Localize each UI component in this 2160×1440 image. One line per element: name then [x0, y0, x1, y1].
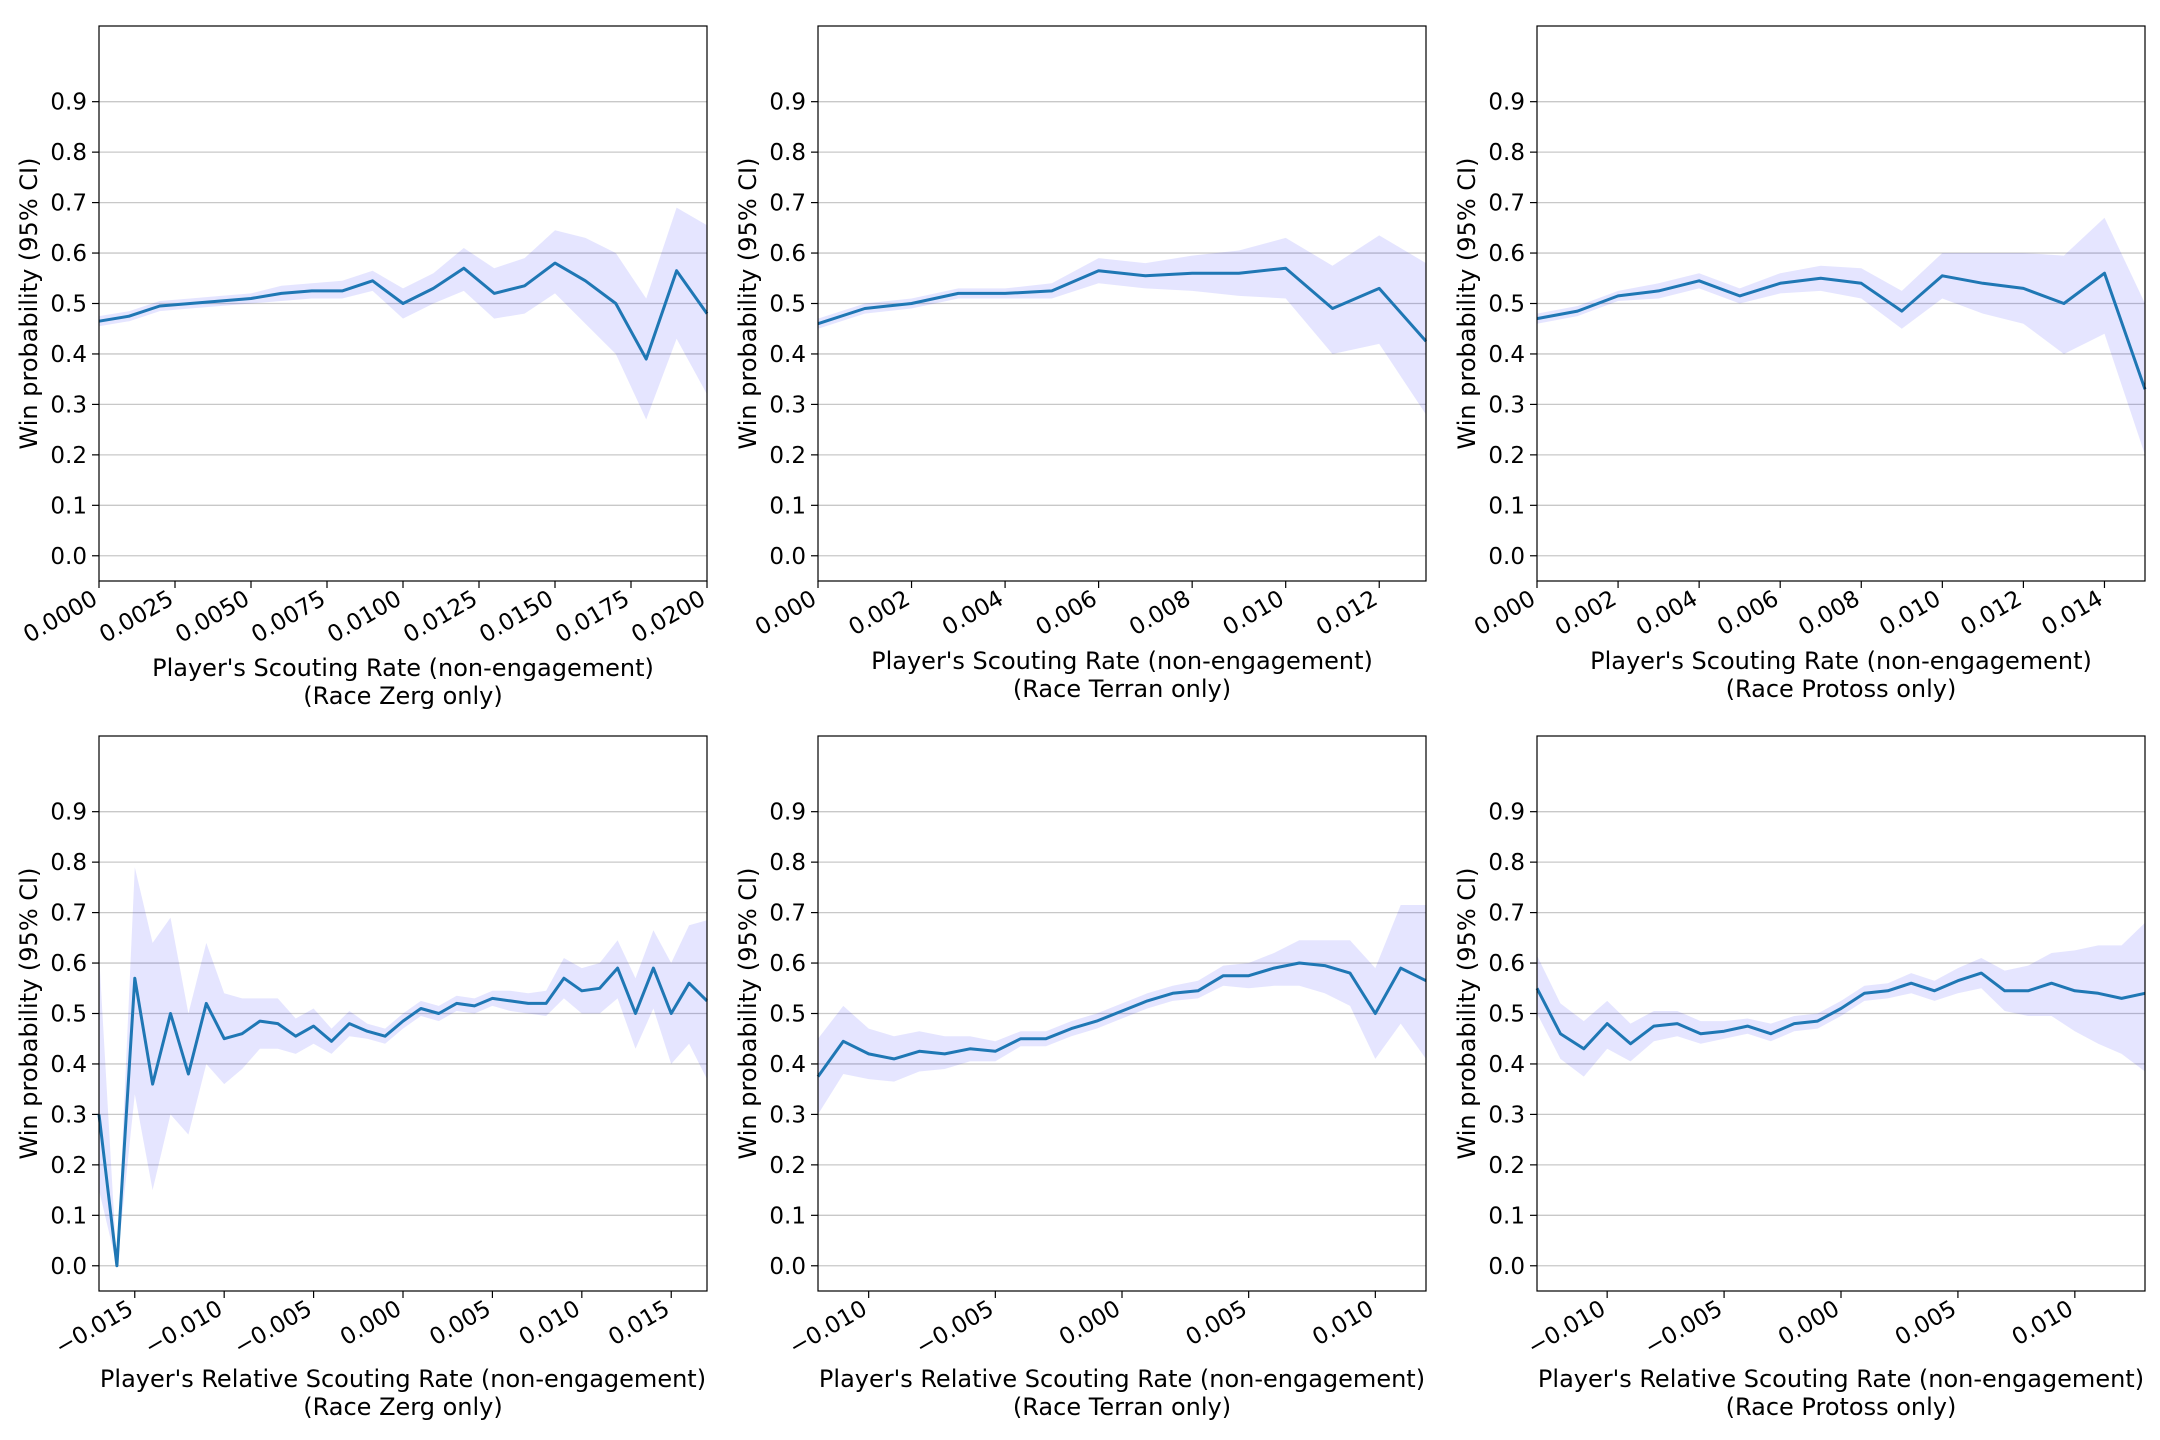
y-tick-label: 0.4: [769, 1052, 806, 1078]
y-tick-label: 0.8: [1488, 850, 1525, 876]
y-tick-label: 0.5: [769, 1002, 806, 1028]
y-tick-label: 0.0: [50, 544, 87, 570]
ci-band: [99, 867, 707, 1266]
y-tick-label: 0.1: [1488, 1203, 1525, 1229]
y-tick-label: 0.9: [769, 90, 806, 116]
y-tick-label: 0.3: [50, 1102, 87, 1128]
y-tick-label: 0.9: [50, 800, 87, 826]
y-tick-label: 0.9: [769, 800, 806, 826]
x-axis-label: Player's Scouting Rate (non-engagement): [152, 654, 654, 682]
y-tick-label: 0.2: [1488, 1153, 1525, 1179]
y-tick-label: 0.5: [1488, 292, 1525, 318]
y-tick-label: 0.0: [50, 1254, 87, 1280]
y-tick-label: 0.0: [769, 544, 806, 570]
y-tick-label: 0.1: [769, 493, 806, 519]
y-tick-label: 0.4: [50, 342, 87, 368]
x-axis-label: Player's Scouting Rate (non-engagement): [1590, 647, 2092, 675]
y-tick-label: 0.2: [1488, 443, 1525, 469]
ci-band: [1537, 922, 2145, 1077]
x-axis-label: Player's Scouting Rate (non-engagement): [871, 647, 1373, 675]
y-tick-label: 0.2: [769, 443, 806, 469]
y-tick-label: 0.6: [50, 951, 87, 977]
y-tick-label: 0.6: [1488, 951, 1525, 977]
ci-band: [99, 207, 707, 420]
ci-band: [818, 235, 1426, 415]
y-tick-label: 0.7: [1488, 901, 1525, 927]
chart-panel-1: 0.00.10.20.30.40.50.60.70.80.90.00000.00…: [15, 25, 710, 710]
y-tick-label: 0.2: [50, 443, 87, 469]
x-axis-label: Player's Relative Scouting Rate (non-eng…: [819, 1365, 1425, 1393]
y-tick-label: 0.7: [769, 901, 806, 927]
y-tick-label: 0.8: [769, 850, 806, 876]
y-axis-label: Win probability (95% CI): [734, 158, 762, 450]
y-axis-label: Win probability (95% CI): [1453, 158, 1481, 450]
series-line: [98, 261, 709, 361]
y-tick-label: 0.1: [769, 1203, 806, 1229]
y-tick-label: 0.0: [1488, 544, 1525, 570]
plot-frame: [817, 25, 1427, 582]
y-tick-label: 0.8: [769, 140, 806, 166]
y-tick-label: 0.4: [50, 1052, 87, 1078]
y-tick-label: 0.8: [50, 850, 87, 876]
y-axis-label: Win probability (95% CI): [15, 868, 43, 1160]
y-tick-label: 0.0: [769, 1254, 806, 1280]
x-axis-label: Player's Relative Scouting Rate (non-eng…: [100, 1365, 706, 1393]
y-tick-label: 0.7: [50, 191, 87, 217]
y-tick-label: 0.3: [769, 1102, 806, 1128]
x-axis-label: Player's Relative Scouting Rate (non-eng…: [1538, 1365, 2144, 1393]
y-tick-label: 0.0: [1488, 1254, 1525, 1280]
y-tick-label: 0.1: [50, 493, 87, 519]
y-tick-label: 0.3: [50, 392, 87, 418]
y-tick-label: 0.7: [1488, 191, 1525, 217]
y-tick-label: 0.3: [1488, 392, 1525, 418]
y-tick-label: 0.4: [1488, 1052, 1525, 1078]
x-axis-sublabel: (Race Zerg only): [303, 682, 502, 710]
series-line: [816, 961, 1427, 1078]
y-tick-label: 0.9: [50, 90, 87, 116]
y-tick-label: 0.5: [50, 1002, 87, 1028]
series-line: [1535, 971, 2146, 1051]
x-axis-sublabel: (Race Protoss only): [1726, 1393, 1957, 1421]
x-axis-sublabel: (Race Zerg only): [303, 1393, 502, 1421]
y-tick-label: 0.8: [1488, 140, 1525, 166]
series-line: [1536, 271, 2147, 390]
y-tick-label: 0.6: [769, 951, 806, 977]
y-axis-label: Win probability (95% CI): [1453, 868, 1481, 1160]
y-tick-label: 0.6: [1488, 241, 1525, 267]
y-tick-label: 0.6: [769, 241, 806, 267]
y-tick-label: 0.5: [769, 292, 806, 318]
y-tick-label: 0.6: [50, 241, 87, 267]
y-tick-label: 0.2: [50, 1153, 87, 1179]
y-tick-label: 0.3: [769, 392, 806, 418]
y-tick-label: 0.8: [50, 140, 87, 166]
plot-frame: [1536, 25, 2146, 582]
y-tick-label: 0.5: [1488, 1002, 1525, 1028]
y-tick-label: 0.4: [769, 342, 806, 368]
y-tick-label: 0.7: [769, 191, 806, 217]
y-axis-label: Win probability (95% CI): [734, 868, 762, 1160]
x-axis-sublabel: (Race Terran only): [1013, 1393, 1231, 1421]
ci-band: [1537, 217, 2145, 455]
y-tick-label: 0.4: [1488, 342, 1525, 368]
series-line: [97, 966, 709, 1268]
y-tick-label: 0.2: [769, 1153, 806, 1179]
series-line: [817, 266, 1428, 343]
y-tick-label: 0.7: [50, 901, 87, 927]
y-tick-label: 0.9: [1488, 90, 1525, 116]
y-tick-label: 0.1: [1488, 493, 1525, 519]
y-tick-label: 0.3: [1488, 1102, 1525, 1128]
x-axis-sublabel: (Race Protoss only): [1726, 675, 1957, 703]
y-tick-label: 0.1: [50, 1203, 87, 1229]
x-axis-sublabel: (Race Terran only): [1013, 675, 1231, 703]
y-axis-label: Win probability (95% CI): [15, 158, 43, 450]
y-tick-label: 0.9: [1488, 800, 1525, 826]
y-tick-label: 0.5: [50, 292, 87, 318]
